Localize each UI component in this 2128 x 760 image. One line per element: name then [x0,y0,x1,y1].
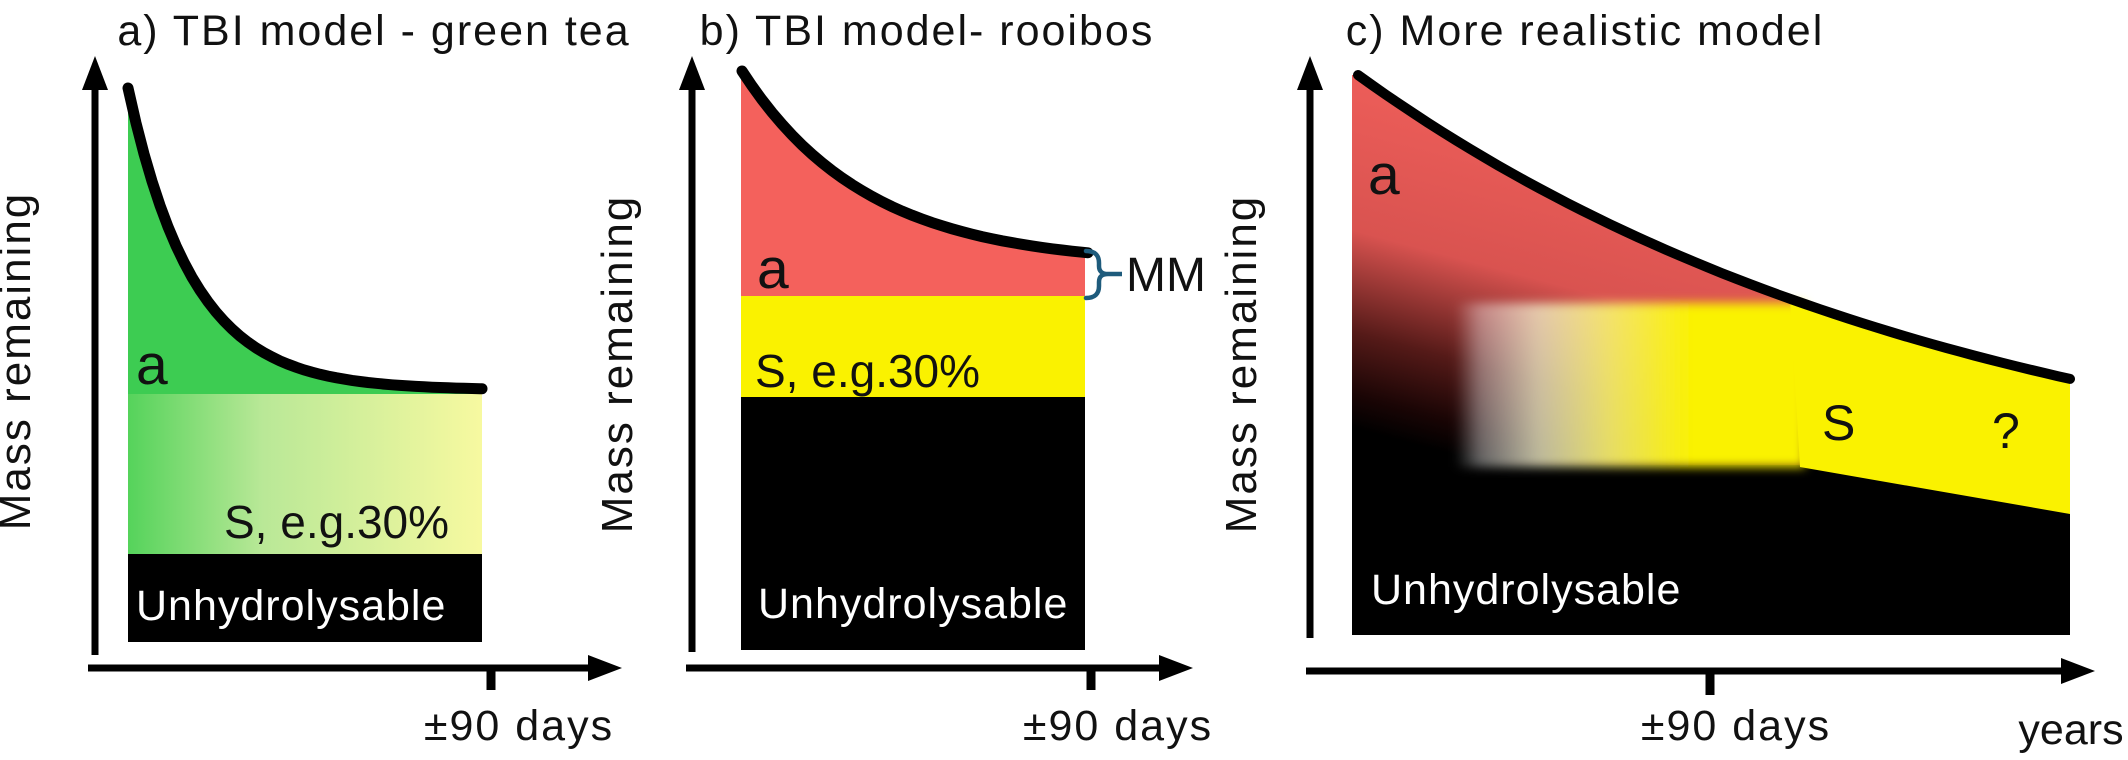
panel-a-x-tick-label: ±90 days [424,702,614,750]
panel-c-y-axis-label: Mass remaining [1217,195,1266,534]
panel-b-y-axis [679,56,705,652]
panel-c-x-axis-arrowhead [2061,658,2095,684]
panel-a-y-axis-label: Mass remaining [0,192,40,531]
panel-c-x-end-label: years [2018,706,2123,754]
panel-c-lower-black [1440,465,2070,635]
panel-b-y-axis-label: Mass remaining [593,195,642,534]
panel-b-y-axis-arrowhead [679,56,705,90]
panel-a-unhydrolysable-block [128,554,482,642]
panel-a-y-axis-arrowhead [82,56,108,90]
panel-a-label-a: a [136,333,168,397]
panel-b-label-s: S, e.g.30% [755,345,980,397]
panel-a-label-unhydrolysable: Unhydrolysable [136,582,446,630]
panel-b-label-a: a [757,237,789,301]
panel-a-x-axis-arrowhead [588,655,622,681]
panel-b-s-band [741,296,1085,397]
panel-c-label-question: ? [1992,403,2020,459]
panel-b-x-axis-arrowhead [1159,655,1193,681]
panel-a-label-s: S, e.g.30% [224,496,449,548]
panel-c-label-a: a [1368,143,1400,207]
panel-b-title: b) TBI model- rooibos [700,7,1155,55]
panel-b: b) TBI model- rooibos MM Mass remaining … [593,7,1213,750]
panel-b-label-mm: MM [1126,249,1206,302]
panel-c-x-axis [1306,658,2095,695]
panel-c-label-s: S [1822,395,1855,451]
panel-a-y-axis [82,56,108,655]
panel-b-mm-brace [1083,248,1122,301]
panel-b-unhydrolysable-block [741,397,1085,650]
panel-c-y-axis-arrowhead [1297,56,1323,90]
panel-a-labile-area [128,88,482,396]
panel-c-label-unhydrolysable: Unhydrolysable [1371,566,1681,614]
panel-c-y-axis [1297,56,1323,638]
panel-a-title: a) TBI model - green tea [117,7,630,55]
panel-c: c) More realistic model Mass remaining ±… [1217,7,2124,754]
panel-b-x-axis [686,655,1193,690]
panel-b-label-unhydrolysable: Unhydrolysable [758,580,1068,628]
panel-a-x-axis [88,655,622,690]
panel-c-x-tick-label: ±90 days [1641,702,1831,750]
panel-a-decay-curve [122,82,488,395]
panel-c-s-wedge [1790,298,2070,514]
panel-c-title: c) More realistic model [1346,7,1825,55]
panel-b-x-tick-label: ±90 days [1023,702,1213,750]
panel-c-haze-band [1455,303,1805,467]
panel-a-s-band [128,394,482,554]
panel-b-labile-area [741,71,1085,298]
panel-a: a) TBI model - green tea Mass remaining … [0,7,630,750]
panel-b-decay-curve [736,65,1094,259]
panel-c-decay-curve [1353,70,2075,384]
